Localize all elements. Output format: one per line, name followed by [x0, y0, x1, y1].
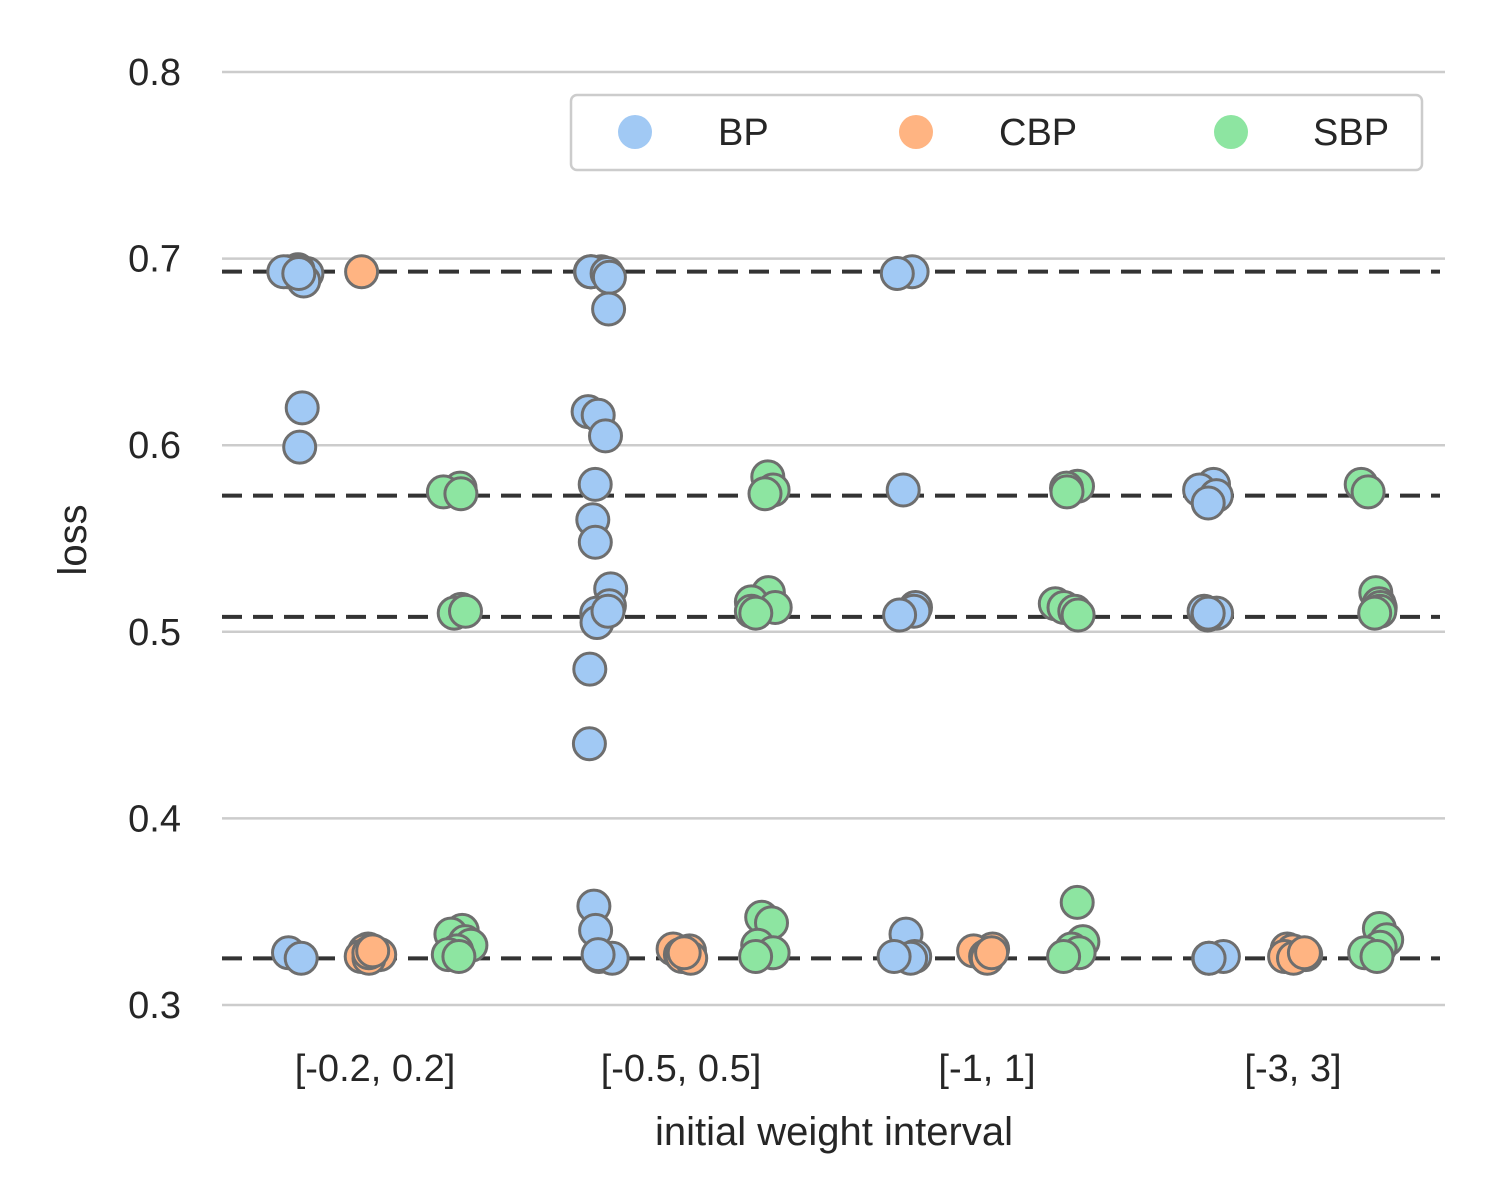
reference-lines	[222, 269, 1440, 961]
x-tick-label: [-1, 1]	[938, 1048, 1035, 1090]
data-point	[571, 726, 607, 762]
legend-label-sbp: SBP	[1313, 112, 1389, 154]
data-point	[284, 390, 320, 426]
data-point	[441, 939, 477, 974]
y-gridlines	[222, 70, 1445, 1007]
legend-label-cbp: CBP	[999, 112, 1077, 154]
legend-frame	[569, 93, 1424, 172]
data-point	[882, 597, 918, 633]
y-tick-label: 0.7	[128, 239, 181, 281]
x-tick-label: [-0.2, 0.2]	[295, 1048, 456, 1090]
y-tick-label: 0.4	[128, 798, 181, 840]
x-tick-labels: [-0.2, 0.2] [-0.5, 0.5] [-1, 1] [-3, 3]	[295, 1048, 1342, 1090]
x-axis-title: initial weight interval	[655, 1110, 1013, 1154]
data-points	[266, 252, 1405, 976]
legend-marker-sbp	[1214, 115, 1248, 149]
y-tick-labels: 0.3 0.4 0.5 0.6 0.7 0.8	[128, 52, 181, 1027]
data-point	[590, 593, 626, 629]
data-point	[738, 595, 774, 631]
x-tick-label: [-3, 3]	[1244, 1048, 1341, 1090]
x-tick-label: [-0.5, 0.5]	[601, 1048, 762, 1090]
data-point	[1286, 935, 1322, 971]
data-point	[283, 940, 319, 976]
y-tick-label: 0.5	[128, 612, 181, 654]
data-point	[738, 939, 774, 974]
y-tick-label: 0.8	[128, 52, 181, 94]
legend-label-bp: BP	[718, 112, 769, 154]
data-point	[747, 476, 783, 512]
data-point	[1191, 940, 1227, 976]
legend: BP CBP SBP	[569, 93, 1424, 172]
data-point	[443, 476, 479, 512]
data-point	[591, 259, 627, 295]
data-point	[1049, 474, 1085, 510]
data-point	[448, 593, 483, 629]
series-cbp	[343, 254, 1324, 976]
data-point	[1059, 884, 1095, 920]
legend-marker-bp	[618, 115, 652, 149]
legend-marker-cbp	[899, 115, 933, 149]
data-point	[572, 651, 608, 687]
data-point	[1357, 595, 1393, 631]
data-point	[282, 429, 318, 465]
y-tick-label: 0.6	[128, 425, 181, 467]
data-point	[1359, 939, 1395, 974]
data-point	[577, 524, 613, 560]
y-axis-title: loss	[51, 504, 95, 575]
series-bp	[266, 252, 1241, 976]
data-point	[344, 254, 380, 290]
data-point	[281, 256, 317, 291]
data-point	[885, 472, 921, 508]
data-point	[974, 935, 1010, 971]
data-point	[666, 935, 702, 971]
data-point	[1046, 939, 1082, 974]
data-point	[1190, 595, 1226, 631]
data-point	[580, 937, 616, 973]
data-point	[879, 256, 915, 291]
series-sbp	[425, 459, 1405, 974]
data-point	[1060, 597, 1096, 633]
data-point	[355, 933, 391, 969]
data-point	[588, 418, 623, 454]
y-tick-label: 0.3	[128, 985, 181, 1027]
data-point	[1350, 474, 1386, 510]
data-point	[876, 939, 912, 974]
data-point	[1190, 485, 1226, 521]
data-point	[577, 466, 613, 502]
data-point	[591, 291, 627, 327]
